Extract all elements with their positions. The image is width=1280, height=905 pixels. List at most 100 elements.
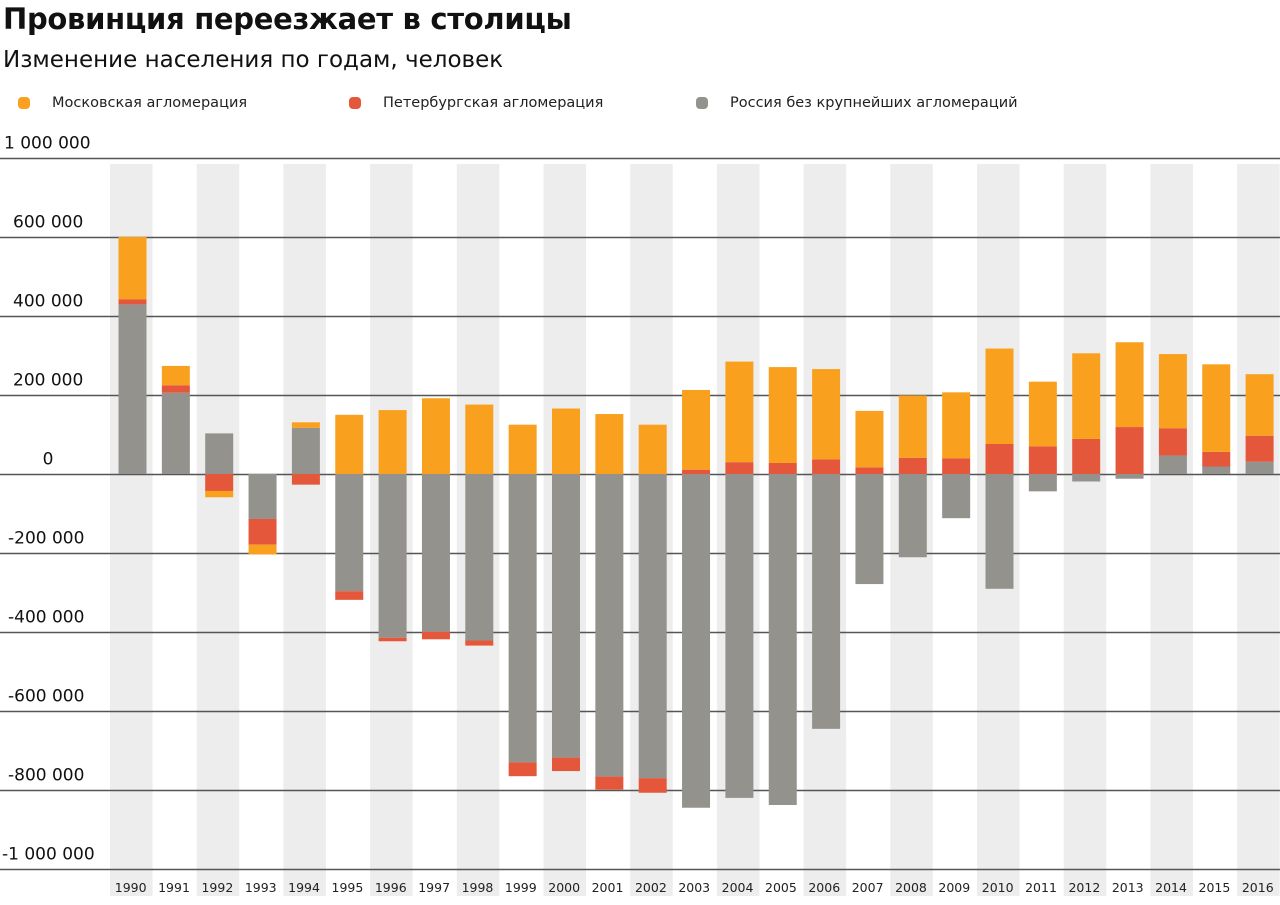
bar-segment: [508, 762, 537, 777]
bar-segment: [465, 404, 494, 474]
bar-segment: [1072, 438, 1101, 474]
bar-segment: [1202, 466, 1231, 474]
x-tick-label: 2010: [982, 880, 1014, 895]
bar-segment: [335, 414, 364, 474]
bar-segment: [378, 410, 407, 474]
bar-segment: [812, 474, 841, 729]
y-tick-label: -600 000: [8, 687, 84, 707]
legend-swatch-moscow: [18, 97, 30, 109]
bar-segment: [768, 474, 797, 805]
bar-segment: [638, 778, 667, 793]
bar-segment: [291, 427, 320, 474]
x-tick-label: 1997: [418, 880, 450, 895]
bar-segment: [552, 474, 580, 758]
bar-segment: [205, 490, 234, 498]
x-tick-label: 2016: [1242, 880, 1274, 895]
bar-segment: [1202, 364, 1231, 452]
bar-segment: [421, 631, 450, 640]
x-tick-label: 2002: [635, 880, 667, 895]
bar-segment: [508, 424, 537, 474]
bar-segment: [682, 389, 711, 470]
bar-segment: [205, 474, 234, 491]
x-tick-label: 1994: [288, 880, 320, 895]
bar-segment: [291, 474, 320, 485]
bar-segment: [1072, 474, 1101, 482]
bar-segment: [552, 408, 580, 474]
bar-segment: [508, 474, 537, 763]
chart-subtitle: Изменение населения по годам, человек: [3, 47, 504, 73]
legend-swatch-russia: [696, 97, 708, 109]
bar-segment: [1158, 455, 1187, 474]
x-tick-label: 2007: [852, 880, 884, 895]
y-tick-label: 400 000: [13, 292, 83, 312]
legend-item-russia: Россия без крупнейших агломераций: [696, 95, 1018, 111]
bar-segment: [682, 469, 711, 474]
bar-segment: [1158, 354, 1187, 429]
legend-label-petersburg: Петербургская агломерация: [383, 95, 604, 111]
bar-segment: [638, 424, 667, 474]
y-tick-label: 0: [43, 450, 54, 470]
x-tick-label: 2006: [808, 880, 840, 895]
bar-segment: [552, 757, 580, 772]
bar-segment: [248, 518, 277, 545]
x-tick-label: 2013: [1112, 880, 1144, 895]
x-tick-label: 1999: [505, 880, 537, 895]
bars: [118, 236, 1274, 808]
bar-segment: [985, 474, 1014, 589]
bar-segment: [1202, 451, 1231, 467]
column-stripe: [1150, 164, 1193, 896]
bar-segment: [118, 304, 147, 474]
y-tick-label: -400 000: [8, 608, 84, 628]
column-stripe: [1063, 164, 1107, 896]
bar-segment: [898, 395, 927, 458]
x-tick-label: 2001: [592, 880, 624, 895]
column-stripe: [283, 164, 326, 896]
bar-segment: [1245, 435, 1274, 462]
bar-segment: [812, 459, 841, 474]
bar-segment: [1115, 342, 1144, 428]
column-stripe: [196, 164, 240, 896]
bar-segment: [248, 544, 277, 555]
bar-segment: [1028, 381, 1057, 447]
bar-segment: [942, 392, 971, 459]
bar-segment: [118, 236, 147, 300]
x-tick-label: 1992: [201, 880, 233, 895]
bar-segment: [335, 474, 364, 592]
gridlines: [0, 157, 1280, 871]
bar-segment: [161, 365, 190, 386]
bar-segment: [1072, 353, 1101, 439]
x-tick-label: 1996: [375, 880, 407, 895]
bar-segment: [595, 474, 624, 777]
bar-segment: [378, 637, 407, 642]
column-stripe: [1237, 164, 1280, 896]
bar-segment: [768, 367, 797, 463]
bar-segment: [855, 474, 884, 585]
x-tick-label: 2008: [895, 880, 927, 895]
bar-segment: [725, 361, 754, 463]
bar-segment: [335, 591, 364, 600]
y-tick-label: -1 000 000: [2, 845, 95, 865]
y-tick-label: 600 000: [13, 213, 83, 233]
x-tick-label: 2003: [678, 880, 710, 895]
bar-segment: [118, 299, 147, 305]
bar-segment: [595, 776, 624, 790]
x-tick-label: 1993: [245, 880, 277, 895]
bar-segment: [682, 474, 711, 808]
y-tick-label: 1 000 000: [4, 134, 91, 154]
bar-segment: [1158, 428, 1187, 456]
bar-segment: [248, 474, 277, 519]
bar-segment: [421, 474, 450, 632]
x-axis-ticks: 1990 1991 1992 1993 1994 1995 1996 1997 1998 1999…: [115, 880, 1274, 895]
bar-segment: [1245, 374, 1274, 436]
x-tick-label: 2004: [722, 880, 754, 895]
x-tick-label: 1990: [115, 880, 147, 895]
bar-segment: [1028, 446, 1057, 474]
bar-segment: [985, 348, 1014, 445]
chart-title: Провинция переезжает в столицы: [3, 2, 572, 36]
bar-segment: [725, 474, 754, 798]
bar-segment: [1115, 474, 1144, 479]
bar-segment: [465, 474, 494, 641]
y-tick-label: -200 000: [8, 529, 84, 549]
bar-segment: [1028, 474, 1057, 492]
